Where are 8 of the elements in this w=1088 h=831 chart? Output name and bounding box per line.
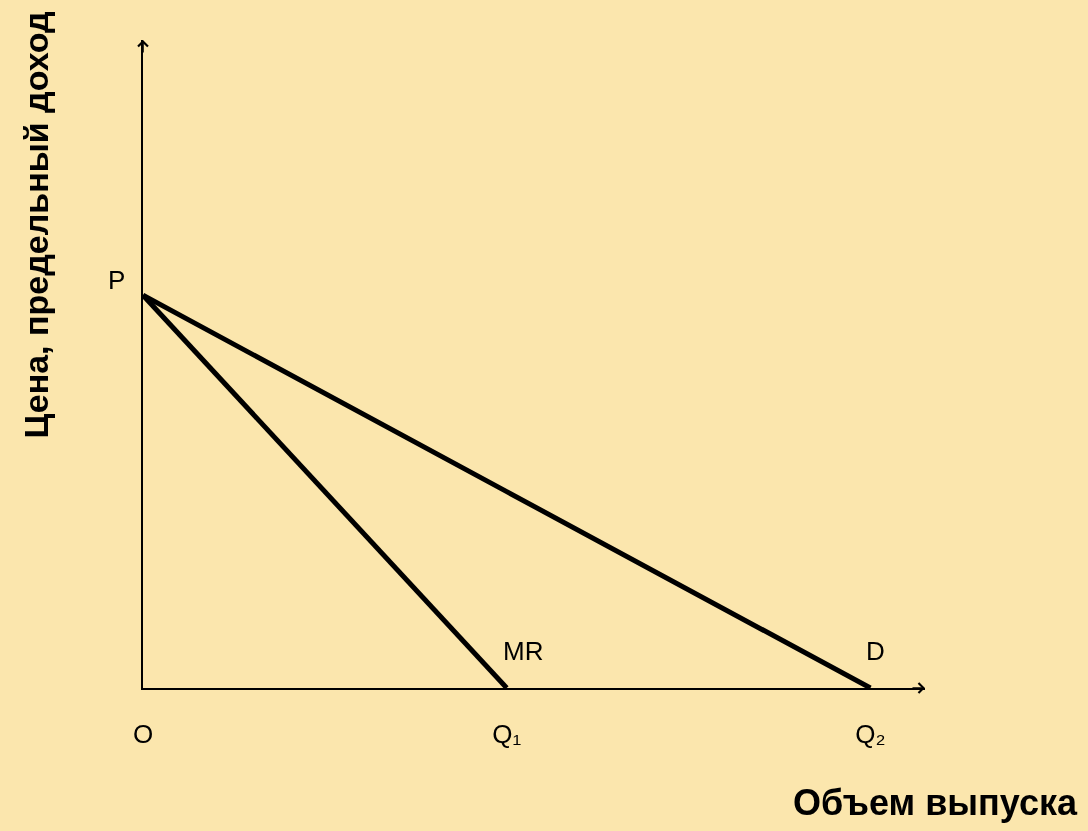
series-label: D: [866, 636, 885, 666]
series-label: MR: [503, 636, 544, 666]
text: P: [108, 265, 126, 295]
x-tick-label: Q₂: [855, 719, 886, 749]
y-axis-title: Цена, предельный доход: [16, 11, 55, 439]
x-axis-title: Объем выпуска: [793, 782, 1078, 823]
x-tick-label: Q₁: [492, 719, 522, 749]
x-tick-label: O: [132, 719, 154, 749]
